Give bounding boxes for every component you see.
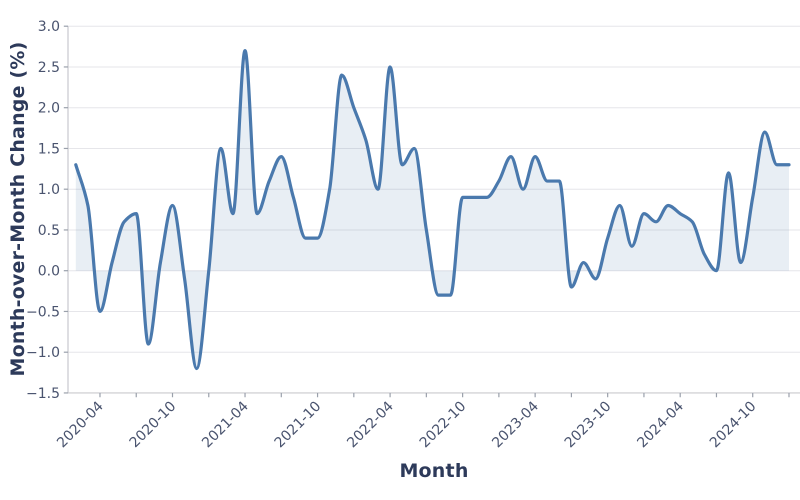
gridlines — [68, 25, 800, 394]
x-tick-label: 2024-04 — [634, 398, 687, 451]
y-axis-title: Month-over-Month Change (%) — [7, 41, 29, 377]
y-tick-label: 3.0 — [38, 19, 60, 35]
x-tick-label: 2024-10 — [707, 398, 760, 451]
x-tick-label: 2023-10 — [562, 398, 615, 451]
y-tick-label: 1.0 — [38, 182, 60, 198]
y-tick-label: −1.5 — [26, 386, 60, 402]
y-tick-label: −0.5 — [26, 304, 60, 320]
x-tick-label: 2023-04 — [489, 398, 542, 451]
x-tick-label: 2021-04 — [199, 398, 252, 451]
x-tick-label: 2021-10 — [272, 398, 325, 451]
x-tick-label: 2020-04 — [54, 398, 107, 451]
y-tick-label: 1.5 — [38, 141, 60, 157]
y-tick-label: 0.0 — [38, 264, 60, 280]
x-axis-title: Month — [399, 460, 469, 482]
y-tick-label: 0.5 — [38, 223, 60, 239]
data-line — [74, 49, 791, 371]
y-tick-label: 2.5 — [38, 60, 60, 76]
y-tick-label: −1.0 — [26, 345, 60, 361]
x-tick-label: 2022-04 — [344, 398, 397, 451]
x-tick-label: 2020-10 — [127, 398, 180, 451]
area-fill — [75, 50, 789, 369]
x-axis-ticks: 2020-04 2020-10 2021-04 2021-10 2022-04 2022-… — [54, 392, 790, 451]
y-tick-label: 2.0 — [38, 101, 60, 117]
y-axis-ticks: 3.0 2.5 2.0 1.5 1.0 0.5 0.0 −0.5 −1.0 −1.5 — [26, 19, 68, 402]
x-tick-label: 2022-10 — [417, 398, 470, 451]
